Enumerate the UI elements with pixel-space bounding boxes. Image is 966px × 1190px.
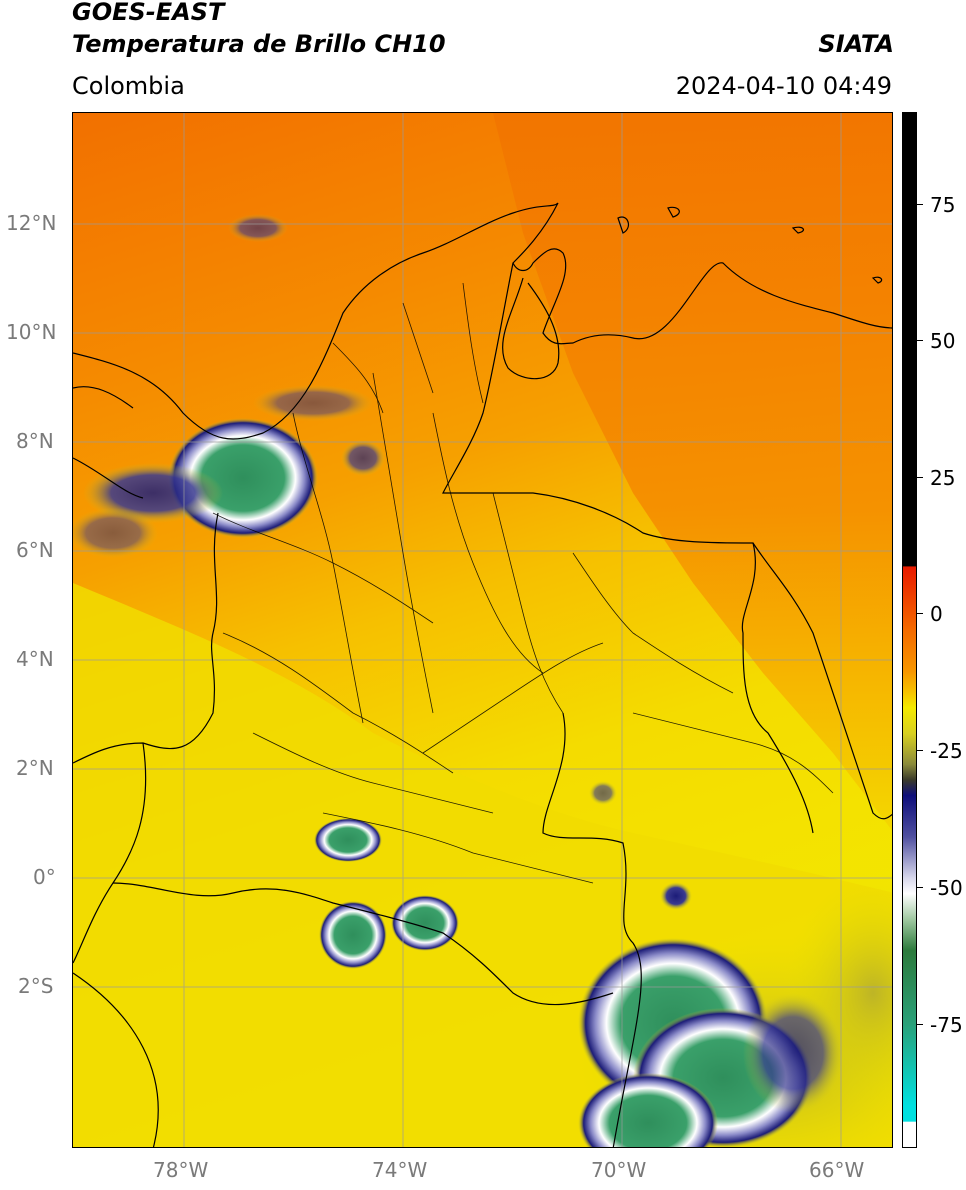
lon-tick-74W: 74°W	[372, 1158, 428, 1182]
cb-tick-neg25: -25	[930, 739, 963, 763]
title-line2: Temperatura de Brillo CH10	[72, 30, 446, 58]
temperature-colorbar	[902, 112, 917, 1148]
cb-tickmarks	[917, 112, 925, 1148]
lon-tick-66W: 66°W	[809, 1158, 865, 1182]
lat-tick-12N: 12°N	[6, 211, 57, 235]
colorbar-svg	[903, 113, 916, 1147]
graticule	[73, 113, 892, 1147]
cb-tick-0: 0	[930, 602, 943, 626]
lat-tick-0: 0°	[33, 865, 56, 889]
department-borders	[212, 282, 834, 884]
lat-tick-6N: 6°N	[16, 538, 54, 562]
borders	[73, 202, 892, 1147]
region-label: Colombia	[72, 72, 185, 100]
lat-tick-2N: 2°N	[16, 756, 54, 780]
title-line1: GOES-EAST	[72, 0, 225, 26]
cb-tick-neg50: -50	[930, 876, 963, 900]
lon-tick-78W: 78°W	[153, 1158, 209, 1182]
cb-tick-neg75: -75	[930, 1013, 963, 1037]
source-label: SIATA	[818, 30, 894, 58]
brightness-temperature-map	[72, 112, 893, 1148]
lat-tick-2S: 2°S	[18, 974, 54, 998]
cb-tick-25: 25	[930, 466, 956, 490]
cb-tick-75: 75	[930, 193, 956, 217]
lat-tick-4N: 4°N	[16, 647, 54, 671]
lat-tick-10N: 10°N	[6, 320, 57, 344]
datetime-label: 2024-04-10 04:49	[675, 72, 892, 100]
lat-tick-8N: 8°N	[16, 429, 54, 453]
cb-tick-50: 50	[930, 329, 956, 353]
lon-tick-70W: 70°W	[591, 1158, 647, 1182]
map-svg	[73, 113, 892, 1147]
